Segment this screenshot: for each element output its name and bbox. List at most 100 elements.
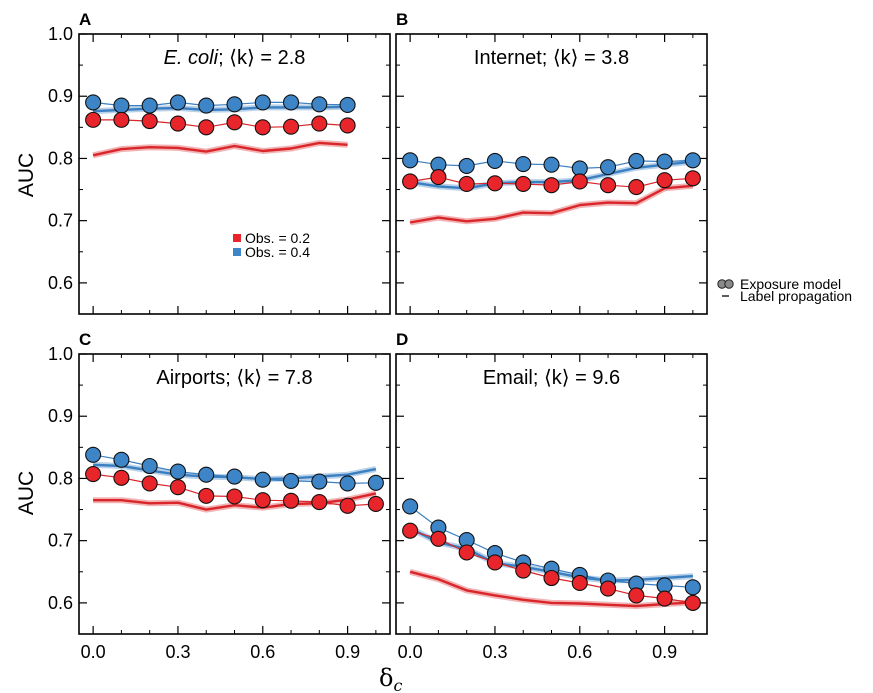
exposure-model-point-obs02 [85, 466, 102, 483]
exposure-model-point-obs04 [282, 472, 300, 489]
exposure-model-point-obs04 [543, 156, 560, 173]
exposure-model-point-obs02 [311, 494, 328, 511]
exposure-model-point-obs02 [339, 497, 356, 514]
exposure-model-point-obs02 [543, 569, 560, 587]
panel-d: 0.0 0.3 0.6 0.9 D Email; ⟨k⟩ = 9.6 [395, 330, 708, 662]
exposure-model-point-obs04 [85, 94, 102, 111]
exposure-model-point-obs02 [684, 594, 701, 611]
exposure-model-point-obs02 [402, 173, 419, 190]
panel-title: E. coli; ⟨k⟩ = 2.8 [164, 47, 306, 69]
x-tick-label: 0.9 [335, 642, 360, 662]
exposure-model-point-obs04 [85, 446, 102, 463]
exposure-model-point-obs04 [282, 94, 300, 111]
x-tick-label: 0.9 [652, 642, 677, 662]
y-tick-label: 0.7 [48, 531, 73, 551]
exposure-model-point-obs04 [311, 96, 328, 113]
panel-title: Airports; ⟨k⟩ = 7.8 [156, 367, 312, 389]
x-axis-label-subscript: c [393, 676, 402, 693]
exposure-model-point-obs02 [515, 175, 532, 193]
label-propagation-line-obs02 [92, 141, 348, 157]
exposure-model-point-obs02 [571, 173, 588, 190]
x-axis-label: δc [379, 664, 402, 693]
exposure-model-point-obs04 [254, 94, 271, 111]
exposure-model-point-obs04 [458, 157, 475, 174]
exposure-model-point-obs02 [282, 492, 300, 509]
obs-legend-label: Obs. = 0.4 [245, 244, 310, 260]
exposure-model-point-obs04 [254, 471, 271, 488]
obs-legend-label: Obs. = 0.2 [245, 230, 310, 246]
exposure-model-point-obs02 [515, 562, 532, 579]
panel-letter: C [79, 330, 91, 349]
panel-title-pre: Email; [483, 367, 544, 389]
exposure-model-point-obs04 [599, 159, 617, 176]
exposure-model-point-obs04 [367, 474, 384, 491]
panel-title-post: ⟨k⟩ = 7.8 [236, 367, 312, 389]
exposure-model-point-obs02 [113, 469, 130, 486]
exposure-model-icon-2 [724, 279, 734, 289]
exposure-model-point-obs04 [113, 97, 130, 114]
exposure-model-point-obs04 [628, 152, 645, 169]
x-tick-label: 0.0 [398, 642, 423, 662]
exposure-model-point-obs04 [198, 466, 215, 483]
y-tick-label: 0.6 [48, 273, 73, 293]
obs-legend-swatch [233, 234, 241, 242]
exposure-model-line-obs02 [93, 119, 348, 128]
exposure-model-point-obs04 [226, 96, 243, 113]
y-tick-label: 1.0 [48, 24, 73, 44]
y-tick-label: 0.6 [48, 593, 73, 613]
exposure-model-point-obs02 [226, 488, 243, 505]
exposure-model-point-obs04 [169, 94, 187, 111]
y-tick-label: 0.9 [48, 406, 73, 426]
exposure-model-point-obs04 [198, 97, 215, 114]
exposure-model-point-obs04 [169, 463, 187, 480]
exposure-model-point-obs02 [543, 177, 560, 194]
exposure-model-point-obs02 [85, 111, 102, 128]
exposure-model-point-obs04 [141, 97, 158, 114]
exposure-model-point-obs02 [486, 554, 504, 571]
exposure-model-point-obs02 [599, 580, 617, 597]
panel-c: 0.0 0.3 0.6 0.9 0.6 0.7 0.8 0.9 1.0 C Airports; ⟨k… [48, 330, 391, 662]
exposure-model-point-obs04 [402, 152, 419, 169]
exposure-model-point-obs02 [656, 172, 673, 189]
x-tick-label: 0.3 [482, 642, 507, 662]
label-propagation-line-obs02 [93, 492, 377, 511]
exposure-model-point-obs02 [198, 119, 215, 136]
exposure-model-point-obs04 [311, 473, 328, 490]
exposure-model-point-obs02 [367, 495, 384, 513]
exposure-model-point-obs02 [141, 475, 158, 492]
exposure-model-point-obs02 [226, 114, 243, 131]
exposure-model-point-obs02 [684, 170, 701, 187]
panel-title: Internet; ⟨k⟩ = 3.8 [474, 47, 629, 69]
y-tick-label: 0.7 [48, 211, 73, 231]
y-axis-label-top: AUC [15, 153, 38, 197]
exposure-model-point-obs04 [515, 155, 532, 173]
legend-label-propagation: Label propagation [740, 288, 852, 304]
exposure-model-point-obs04 [684, 152, 701, 169]
exposure-model-point-obs02 [339, 117, 356, 134]
exposure-model-point-obs02 [402, 522, 419, 539]
panel-b: B Internet; ⟨k⟩ = 3.8 [395, 10, 708, 315]
exposure-model-point-obs04 [141, 457, 158, 475]
plot-frame [78, 33, 391, 315]
panel-title-post: ; ⟨k⟩ = 2.8 [218, 47, 305, 69]
panel-letter: B [396, 10, 408, 29]
exposure-model-point-obs02 [628, 587, 645, 604]
exposure-model-point-obs02 [311, 115, 328, 132]
exposure-model-point-obs02 [628, 179, 645, 196]
exposure-model-point-obs04 [684, 579, 701, 596]
exposure-model-line-obs04 [93, 101, 348, 107]
panels: 0.6 0.7 0.8 0.9 1.0 A E. coli; ⟨k⟩ = 2.8 Obs. =… [48, 10, 708, 662]
label-propagation-line-obs02 [409, 184, 694, 224]
panel-title-post: ⟨k⟩ = 3.8 [553, 47, 629, 69]
y-tick-label: 0.9 [48, 86, 73, 106]
exposure-model-point-obs02 [430, 530, 447, 547]
exposure-model-point-obs02 [430, 169, 447, 186]
exposure-model-point-obs04 [339, 475, 356, 492]
obs-legend-swatch [233, 248, 241, 256]
exposure-model-point-obs02 [571, 574, 588, 592]
exposure-model-point-obs02 [599, 177, 617, 194]
panel-title-post: ⟨k⟩ = 9.6 [544, 367, 620, 389]
exposure-model-point-obs02 [169, 115, 187, 132]
